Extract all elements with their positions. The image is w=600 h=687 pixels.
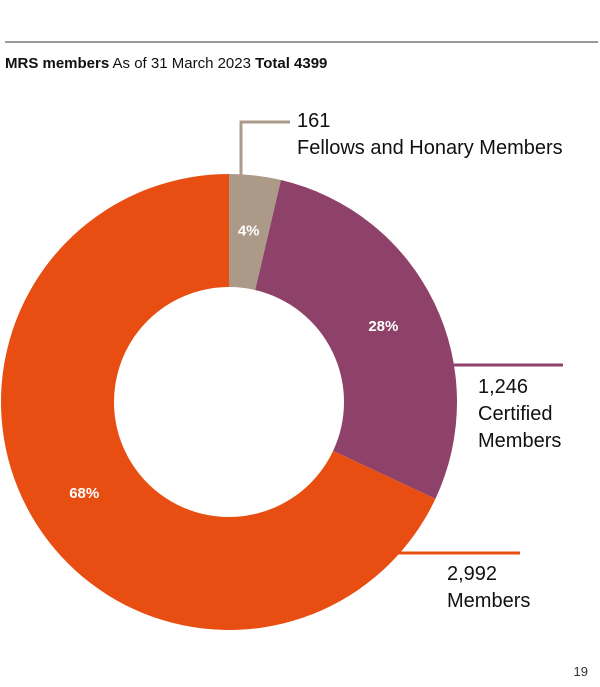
donut: 4% 28% 68% <box>1 174 457 630</box>
slice <box>229 174 281 291</box>
leader-line <box>239 120 290 178</box>
category-label: Members <box>447 590 531 612</box>
percent-label: 4% <box>238 223 260 240</box>
page-number: 19 <box>573 664 588 679</box>
value-label: 1,246 <box>478 376 529 398</box>
category-label: Certified Members <box>478 403 562 452</box>
slice <box>255 180 457 499</box>
percent-label: 68% <box>69 485 99 502</box>
heading: MRS members As of 31 March 2023 Total 43… <box>5 55 327 72</box>
category-label: Fellows and Honary Members <box>297 137 563 159</box>
total: Total 4399 <box>255 55 328 72</box>
slice <box>1 174 436 630</box>
subtitle: As of 31 March 2023 <box>112 55 251 72</box>
value-label: 2,992 <box>447 563 498 585</box>
chart-title: MRS members <box>5 55 110 72</box>
value-label: 161 <box>297 110 331 132</box>
percent-label: 28% <box>368 318 398 335</box>
